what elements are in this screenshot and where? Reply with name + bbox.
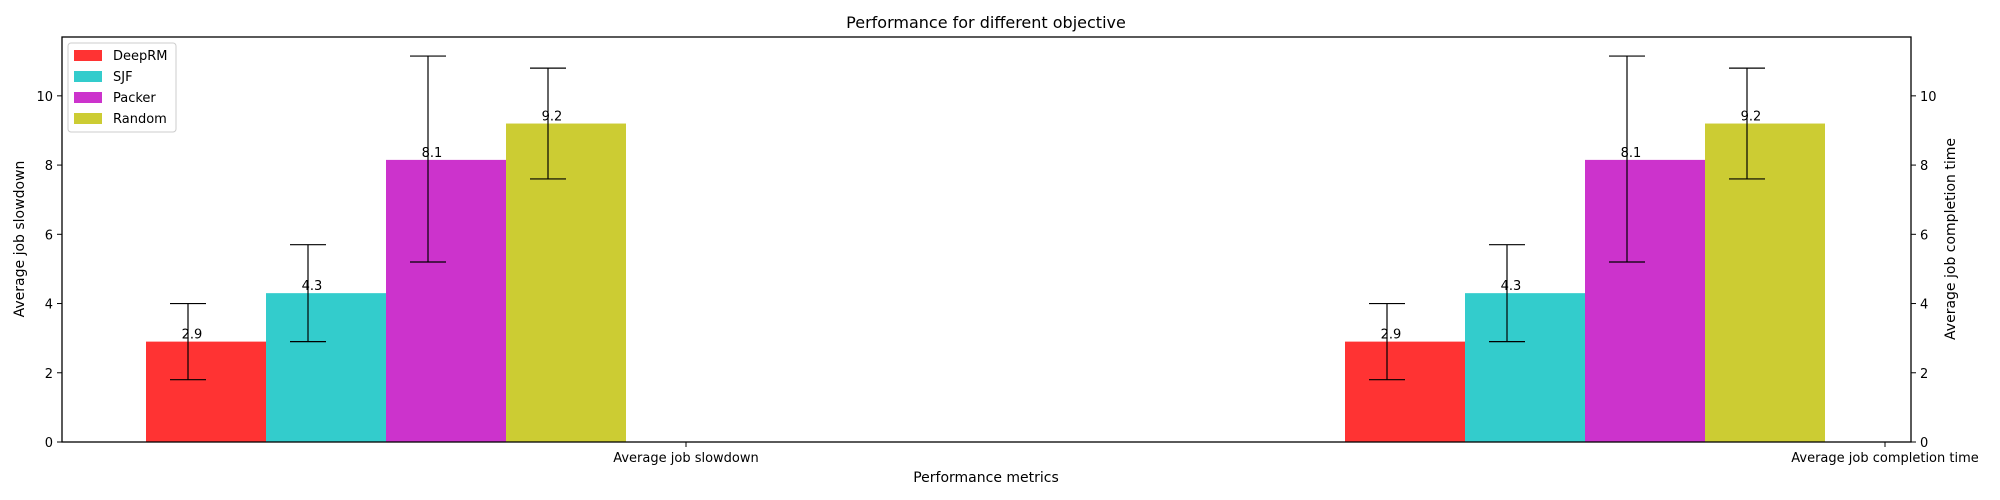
bar-random xyxy=(506,123,626,443)
y-tick-label-right: 2 xyxy=(1920,367,1928,382)
plot-frame xyxy=(61,36,1912,443)
y-tick-label-right: 6 xyxy=(1920,228,1928,243)
bar-sjf xyxy=(1465,293,1585,442)
y-tick-label-left: 4 xyxy=(45,298,53,313)
data-label: 9.2 xyxy=(542,110,563,125)
data-label: 8.1 xyxy=(422,146,443,161)
y-tick-label-left: 6 xyxy=(45,228,53,243)
legend-box xyxy=(67,42,177,133)
y-tick-label-right: 4 xyxy=(1920,298,1928,313)
legend-swatch-packer xyxy=(74,92,102,103)
y-axis-label-left: Average job slowdown xyxy=(12,161,28,318)
bar-random xyxy=(1705,123,1825,443)
legend-label-packer: Packer xyxy=(113,91,156,106)
y-tick-label-right: 8 xyxy=(1920,159,1928,174)
legend-swatch-random xyxy=(74,113,102,124)
y-tick-label-right: 10 xyxy=(1920,90,1937,105)
data-label: 4.3 xyxy=(302,279,323,294)
x-tick-label: Average job completion time xyxy=(1791,451,1979,466)
legend-label-sjf: SJF xyxy=(113,70,133,85)
bar-sjf xyxy=(266,293,386,442)
chart-title: Performance for different objective xyxy=(846,13,1126,32)
bar-deeprm xyxy=(1345,341,1465,442)
y-tick-label-left: 0 xyxy=(45,436,53,451)
x-tick-label: Average job slowdown xyxy=(613,451,759,466)
bar-deeprm xyxy=(146,341,266,442)
data-label: 8.1 xyxy=(1621,146,1642,161)
data-label: 2.9 xyxy=(182,328,203,343)
data-label: 9.2 xyxy=(1741,110,1762,125)
legend: DeepRM SJF Packer Random xyxy=(67,42,177,133)
y-tick-label-left: 10 xyxy=(36,90,53,105)
y-tick-label-left: 8 xyxy=(45,159,53,174)
legend-label-deeprm: DeepRM xyxy=(113,49,168,64)
data-label: 4.3 xyxy=(1501,279,1522,294)
x-axis-label: Performance metrics xyxy=(913,470,1059,486)
bar-packer xyxy=(386,159,506,442)
legend-swatch-sjf xyxy=(74,71,102,82)
legend-label-random: Random xyxy=(113,112,167,127)
data-label: 2.9 xyxy=(1381,328,1402,343)
y-tick-label-left: 2 xyxy=(45,367,53,382)
legend-swatch-deeprm xyxy=(74,50,102,61)
y-axis-label-right: Average job completion time xyxy=(1943,138,1959,340)
y-tick-label-right: 0 xyxy=(1920,436,1928,451)
bar-packer xyxy=(1585,159,1705,442)
